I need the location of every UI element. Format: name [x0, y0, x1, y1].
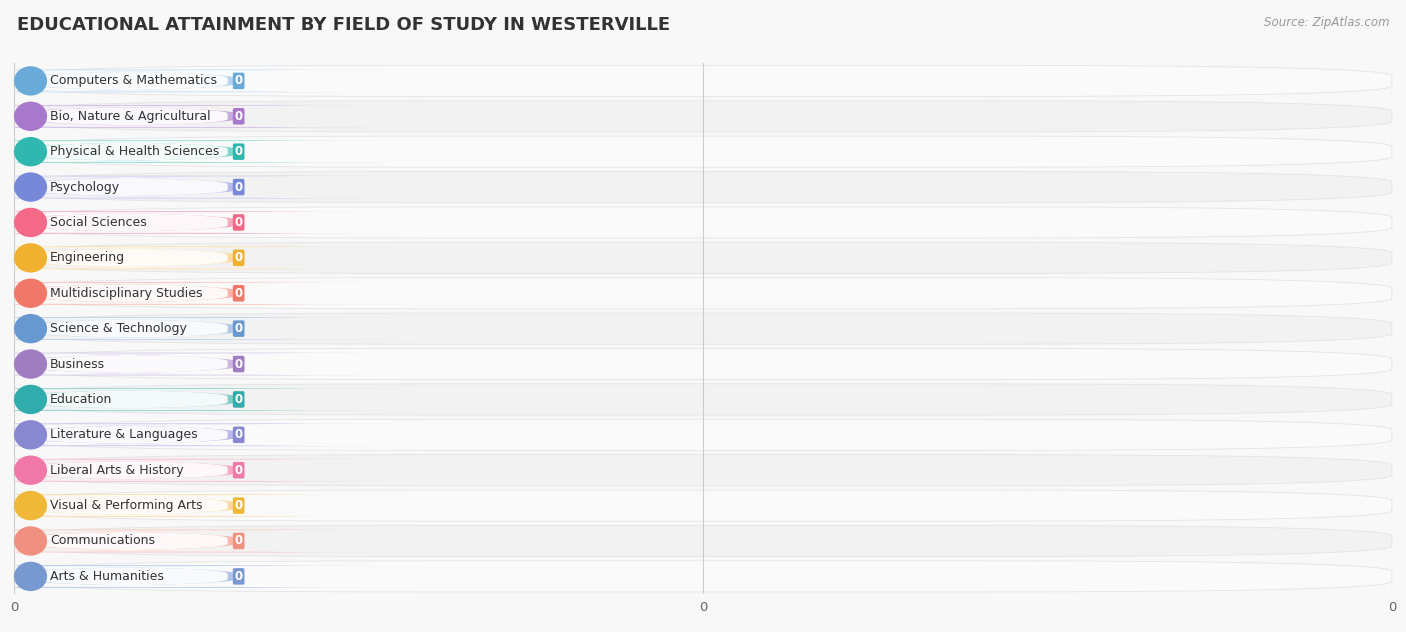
FancyBboxPatch shape [14, 419, 1392, 451]
Text: Physical & Health Sciences: Physical & Health Sciences [49, 145, 219, 158]
Text: 0: 0 [235, 570, 243, 583]
Text: Engineering: Engineering [49, 252, 125, 264]
FancyBboxPatch shape [0, 211, 399, 234]
FancyBboxPatch shape [0, 212, 333, 233]
Text: 0: 0 [235, 75, 243, 87]
Text: 0: 0 [235, 216, 243, 229]
FancyBboxPatch shape [14, 277, 1392, 309]
FancyBboxPatch shape [0, 176, 333, 198]
FancyBboxPatch shape [0, 459, 399, 482]
Text: 0: 0 [235, 322, 243, 335]
FancyBboxPatch shape [14, 525, 1392, 557]
FancyBboxPatch shape [14, 207, 1392, 238]
FancyBboxPatch shape [14, 561, 1392, 592]
Ellipse shape [14, 456, 48, 485]
Text: Arts & Humanities: Arts & Humanities [49, 570, 163, 583]
FancyBboxPatch shape [0, 566, 333, 587]
Text: 0: 0 [235, 110, 243, 123]
FancyBboxPatch shape [0, 246, 399, 269]
Text: Computers & Mathematics: Computers & Mathematics [49, 75, 217, 87]
FancyBboxPatch shape [0, 283, 333, 304]
Text: 0: 0 [235, 252, 243, 264]
Ellipse shape [14, 314, 48, 343]
FancyBboxPatch shape [0, 494, 399, 517]
FancyBboxPatch shape [14, 384, 1392, 415]
Text: Social Sciences: Social Sciences [49, 216, 146, 229]
Ellipse shape [14, 526, 48, 556]
Ellipse shape [14, 279, 48, 308]
Text: Visual & Performing Arts: Visual & Performing Arts [49, 499, 202, 512]
Text: 0: 0 [235, 145, 243, 158]
FancyBboxPatch shape [0, 70, 333, 92]
Text: Business: Business [49, 358, 105, 370]
FancyBboxPatch shape [0, 282, 399, 305]
Text: Multidisciplinary Studies: Multidisciplinary Studies [49, 287, 202, 300]
FancyBboxPatch shape [0, 423, 399, 446]
Text: 0: 0 [235, 535, 243, 547]
Ellipse shape [14, 66, 48, 95]
FancyBboxPatch shape [0, 353, 333, 375]
Text: Bio, Nature & Agricultural: Bio, Nature & Agricultural [49, 110, 211, 123]
Ellipse shape [14, 137, 48, 166]
FancyBboxPatch shape [0, 140, 399, 163]
FancyBboxPatch shape [0, 530, 333, 552]
FancyBboxPatch shape [0, 105, 399, 128]
Text: Psychology: Psychology [49, 181, 120, 193]
Text: 0: 0 [235, 181, 243, 193]
Text: 0: 0 [235, 358, 243, 370]
FancyBboxPatch shape [14, 65, 1392, 97]
Ellipse shape [14, 420, 48, 449]
FancyBboxPatch shape [0, 317, 399, 340]
Text: Source: ZipAtlas.com: Source: ZipAtlas.com [1264, 16, 1389, 29]
FancyBboxPatch shape [14, 171, 1392, 203]
FancyBboxPatch shape [14, 313, 1392, 344]
FancyBboxPatch shape [0, 247, 333, 269]
FancyBboxPatch shape [14, 100, 1392, 132]
FancyBboxPatch shape [14, 136, 1392, 167]
FancyBboxPatch shape [0, 495, 333, 516]
FancyBboxPatch shape [0, 424, 333, 446]
Text: Literature & Languages: Literature & Languages [49, 428, 197, 441]
Text: 0: 0 [235, 499, 243, 512]
FancyBboxPatch shape [0, 176, 399, 198]
FancyBboxPatch shape [0, 318, 333, 339]
FancyBboxPatch shape [14, 454, 1392, 486]
Ellipse shape [14, 385, 48, 414]
Text: 0: 0 [235, 464, 243, 477]
FancyBboxPatch shape [0, 141, 333, 162]
Ellipse shape [14, 243, 48, 272]
Ellipse shape [14, 562, 48, 591]
FancyBboxPatch shape [0, 459, 333, 481]
FancyBboxPatch shape [0, 389, 333, 410]
FancyBboxPatch shape [0, 353, 399, 375]
FancyBboxPatch shape [14, 348, 1392, 380]
Text: 0: 0 [235, 287, 243, 300]
FancyBboxPatch shape [0, 530, 399, 552]
Text: Liberal Arts & History: Liberal Arts & History [49, 464, 184, 477]
Ellipse shape [14, 208, 48, 237]
Text: EDUCATIONAL ATTAINMENT BY FIELD OF STUDY IN WESTERVILLE: EDUCATIONAL ATTAINMENT BY FIELD OF STUDY… [17, 16, 671, 33]
Text: Science & Technology: Science & Technology [49, 322, 187, 335]
Ellipse shape [14, 491, 48, 520]
Ellipse shape [14, 173, 48, 202]
FancyBboxPatch shape [0, 565, 399, 588]
Text: Education: Education [49, 393, 112, 406]
FancyBboxPatch shape [14, 490, 1392, 521]
Text: 0: 0 [235, 393, 243, 406]
FancyBboxPatch shape [0, 70, 399, 92]
Ellipse shape [14, 349, 48, 379]
FancyBboxPatch shape [14, 242, 1392, 274]
FancyBboxPatch shape [0, 106, 333, 127]
FancyBboxPatch shape [0, 388, 399, 411]
Text: 0: 0 [235, 428, 243, 441]
Text: Communications: Communications [49, 535, 155, 547]
Ellipse shape [14, 102, 48, 131]
